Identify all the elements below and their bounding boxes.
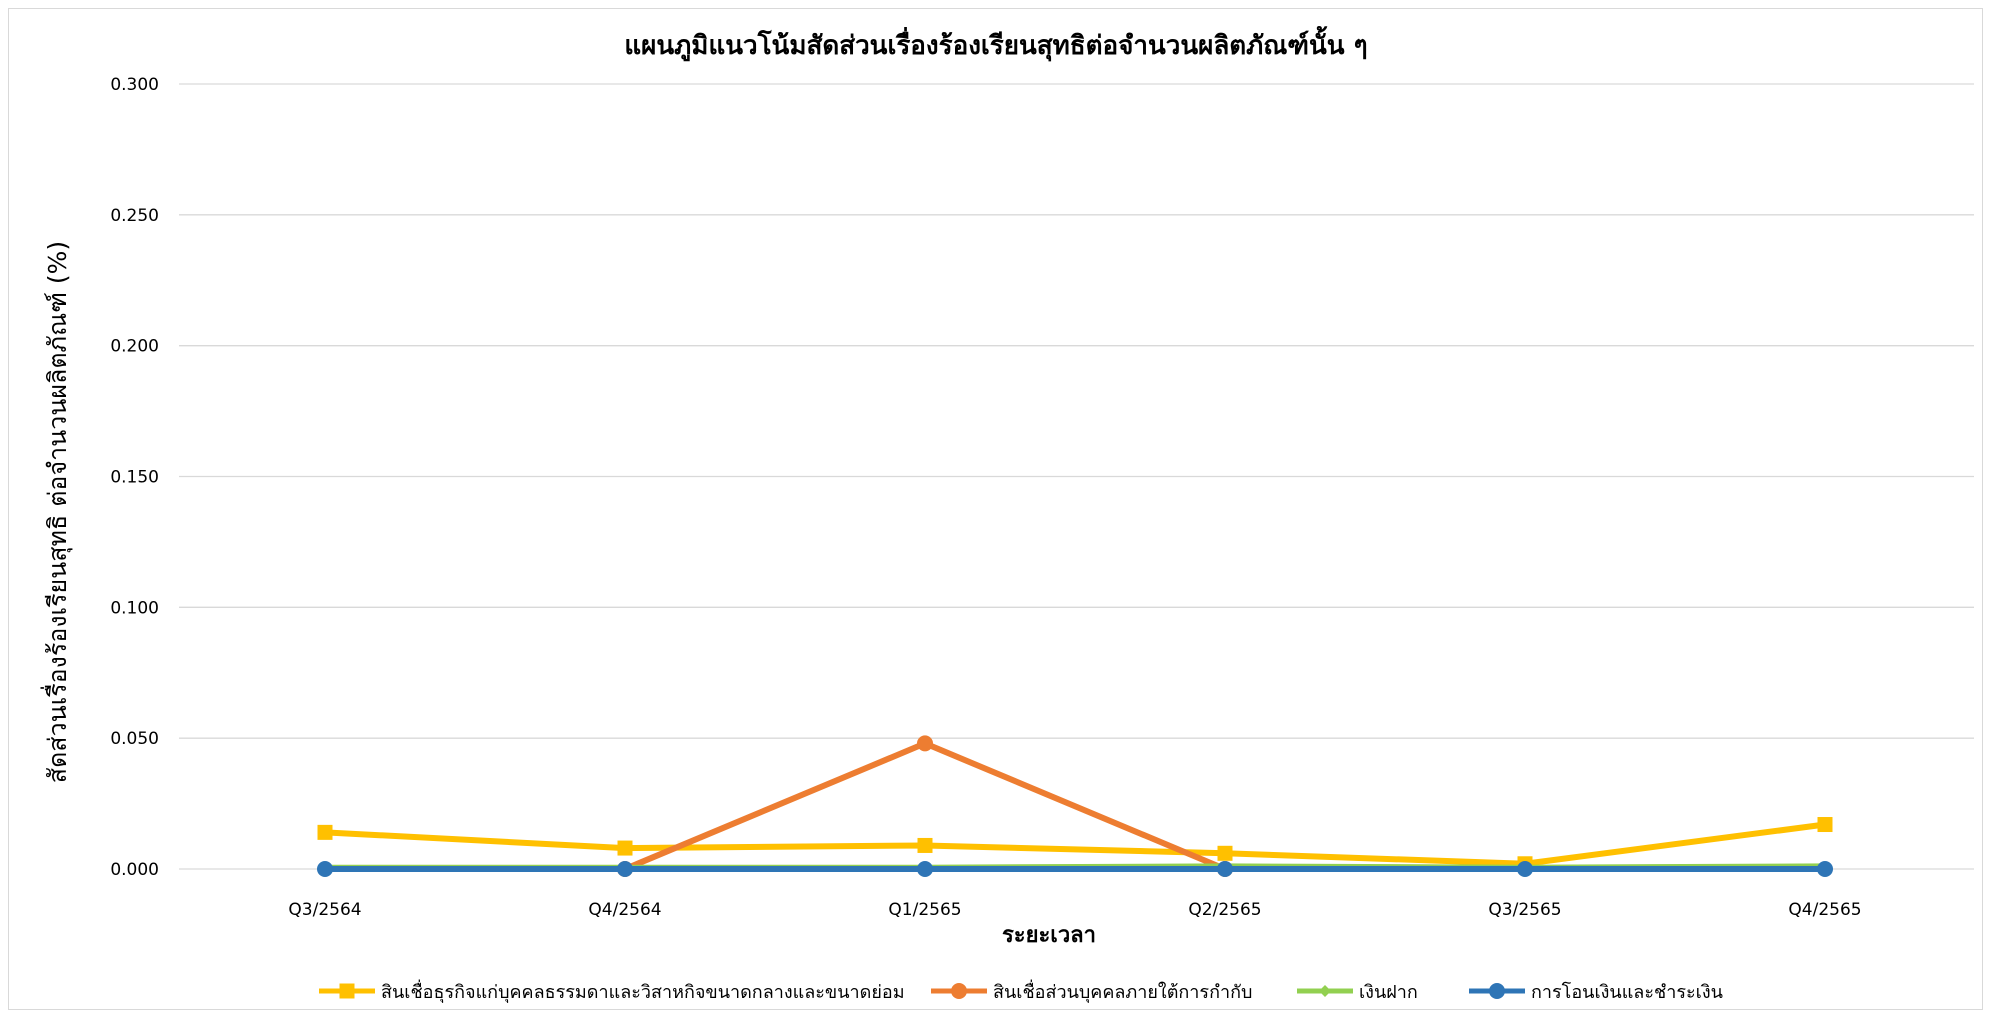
legend-label: สินเชื่อธุรกิจแก่บุคคลธรรมดาและวิสาหกิจข… [381, 979, 905, 1003]
x-tick-label: Q1/2565 [888, 900, 961, 920]
data-point-marker [917, 861, 933, 877]
series-line [322, 821, 1828, 867]
data-point-marker [1817, 817, 1833, 833]
x-tick-label: Q4/2564 [588, 900, 661, 920]
x-axis-title: ระยะเวลา [1002, 923, 1096, 948]
x-tick-label: Q2/2565 [1188, 900, 1261, 920]
y-axis-ticks: 0.000 0.050 0.100 0.150 0.200 0.250 0.300 [110, 75, 159, 880]
y-tick-label: 0.150 [110, 468, 159, 488]
y-tick-label: 0.250 [110, 206, 159, 226]
data-point-marker [339, 983, 355, 999]
data-point-marker [617, 840, 633, 856]
data-point-marker [1217, 845, 1233, 861]
gridlines [179, 83, 1974, 870]
legend-item: สินเชื่อส่วนบุคคลภายใต้การกำกับ [931, 979, 1252, 1003]
data-point-marker [317, 861, 333, 877]
y-tick-label: 0.000 [110, 860, 159, 880]
data-point-marker [917, 837, 933, 853]
series [317, 735, 1833, 877]
line-chart: แผนภูมิแนวโน้มสัดส่วนเรื่องร้องเรียนสุทธ… [40, 25, 1974, 1003]
x-axis-ticks: Q3/2564 Q4/2564 Q1/2565 Q2/2565 Q3/2565 Q4/25… [288, 900, 1861, 920]
data-point-marker [1319, 985, 1331, 997]
chart-title: แผนภูมิแนวโน้มสัดส่วนเรื่องร้องเรียนสุทธ… [624, 25, 1367, 62]
legend-item: สินเชื่อธุรกิจแก่บุคคลธรรมดาและวิสาหกิจข… [319, 979, 905, 1003]
y-tick-label: 0.200 [110, 337, 159, 357]
series-1 [317, 817, 1833, 872]
x-tick-label: Q4/2565 [1788, 900, 1861, 920]
data-point-marker [1217, 861, 1233, 877]
y-tick-label: 0.100 [110, 598, 159, 618]
series-4 [317, 861, 1833, 877]
series-2 [617, 735, 1233, 877]
legend-label: สินเชื่อส่วนบุคคลภายใต้การกำกับ [993, 979, 1252, 1003]
legend-item: การโอนเงินและชำระเงิน [1469, 981, 1723, 1003]
x-tick-label: Q3/2565 [1488, 900, 1561, 920]
legend-label: เงินฝาก [1359, 982, 1418, 1003]
data-point-marker [617, 861, 633, 877]
legend-item: เงินฝาก [1297, 982, 1418, 1003]
y-axis-title: สัดส่วนเรื่องร้องเรียนสุทธิ ต่อจำนวนผลิต… [40, 241, 73, 783]
legend-label: การโอนเงินและชำระเงิน [1531, 981, 1723, 1003]
data-point-marker [1489, 983, 1505, 999]
x-tick-label: Q3/2564 [288, 900, 361, 920]
data-point-marker [917, 735, 933, 752]
legend: สินเชื่อธุรกิจแก่บุคคลธรรมดาและวิสาหกิจข… [319, 979, 1723, 1003]
data-point-marker [951, 983, 967, 999]
data-point-marker [1817, 861, 1833, 877]
y-tick-label: 0.050 [110, 729, 159, 749]
data-point-marker [1517, 861, 1533, 877]
data-point-marker [317, 824, 333, 840]
chart-frame: แผนภูมิแนวโน้มสัดส่วนเรื่องร้องเรียนสุทธ… [8, 8, 1983, 1010]
y-tick-label: 0.300 [110, 75, 159, 95]
